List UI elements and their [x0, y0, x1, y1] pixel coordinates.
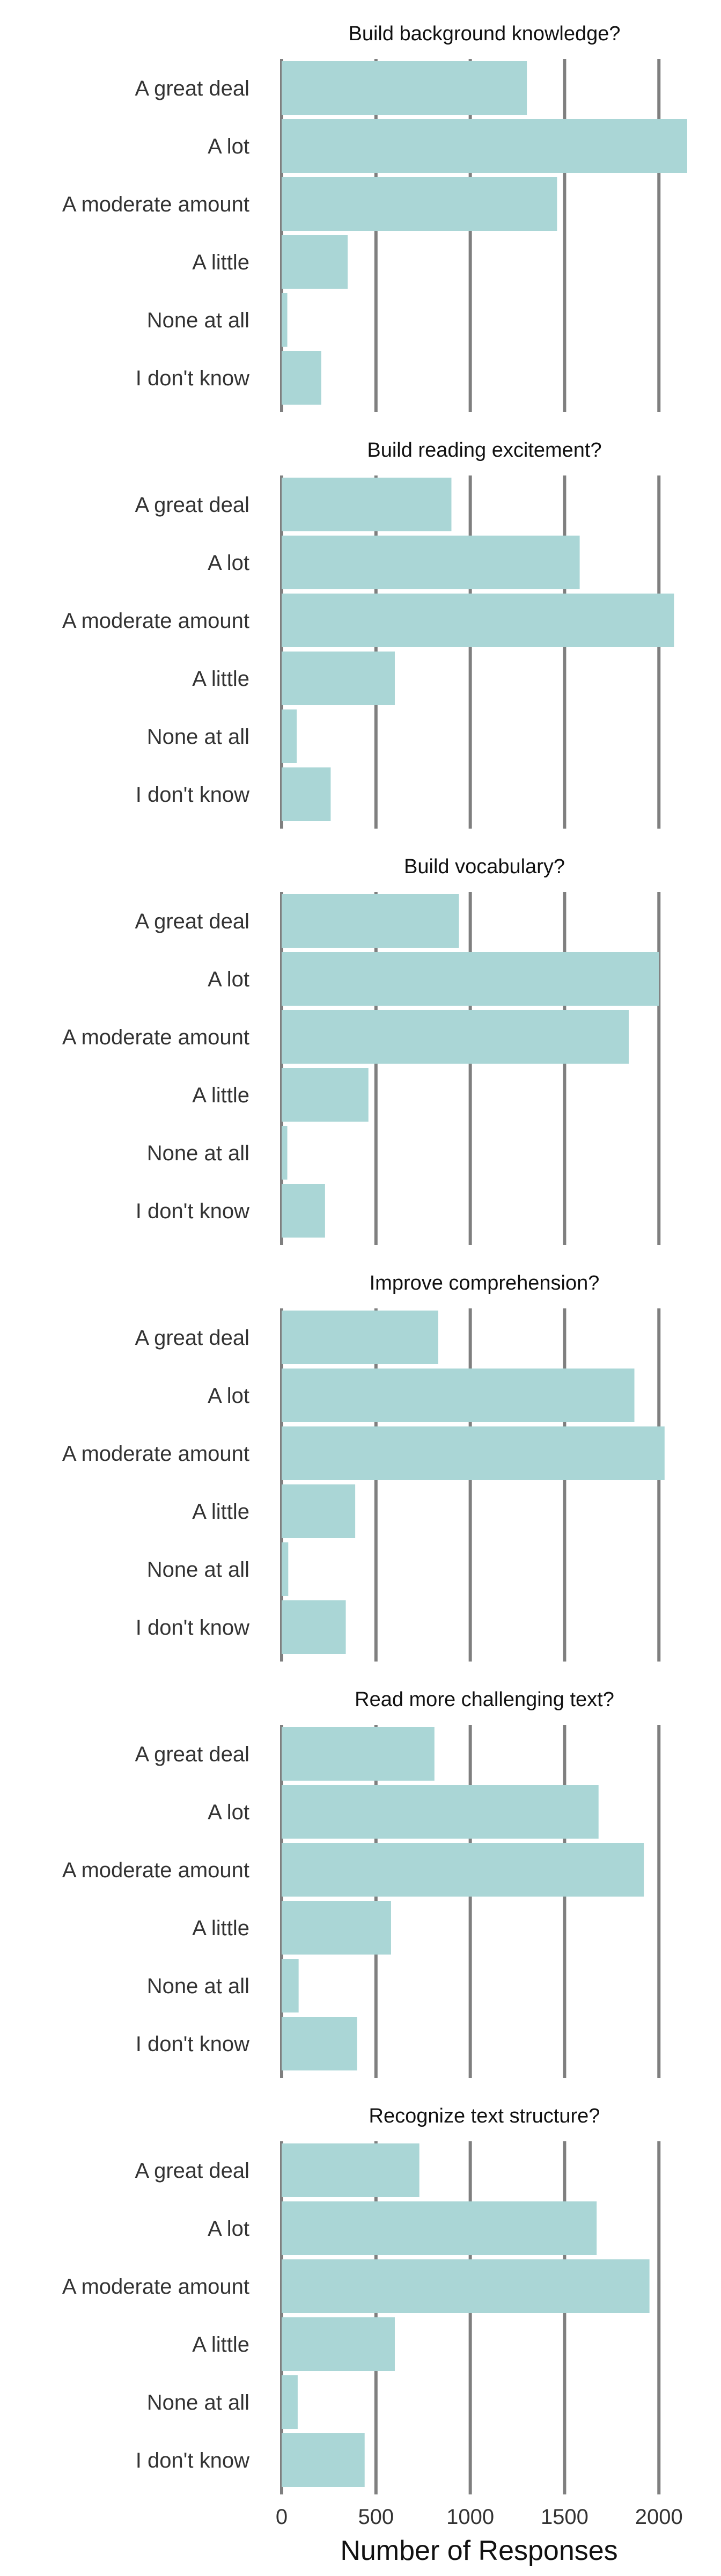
- bar-none-at-all: [282, 1126, 288, 1180]
- bar-a-moderate-amount: [282, 1843, 644, 1897]
- category-label: A great deal: [135, 493, 250, 517]
- category-label: A little: [192, 1916, 249, 1940]
- bar-a-great-deal: [282, 61, 527, 115]
- category-label: I don't know: [136, 783, 249, 807]
- category-label: I don't know: [136, 1616, 249, 1640]
- bar-a-little: [282, 652, 395, 705]
- category-label: A little: [192, 1500, 249, 1524]
- category-label: A lot: [208, 1384, 249, 1408]
- bar-a-little: [282, 1068, 369, 1122]
- bar-a-little: [282, 2317, 395, 2371]
- panel-3: Build vocabulary? A great deal A lot A mode…: [62, 855, 661, 1245]
- bar-a-great-deal: [282, 894, 459, 948]
- x-tick-label: 0: [276, 2505, 288, 2529]
- panel-title: Build vocabulary?: [404, 855, 565, 878]
- category-label: A great deal: [135, 2159, 250, 2183]
- bar-a-great-deal: [282, 1727, 435, 1781]
- bar-i-don-t-know: [282, 1600, 346, 1654]
- bar-none-at-all: [282, 2375, 298, 2429]
- category-label: A moderate amount: [62, 1858, 249, 1882]
- category-label: A great deal: [135, 77, 250, 100]
- x-tick-label: 1000: [446, 2505, 494, 2529]
- bar-a-little: [282, 1484, 356, 1538]
- category-label: I don't know: [136, 2449, 249, 2472]
- bar-a-lot: [282, 1368, 635, 1422]
- panel-title: Improve comprehension?: [370, 1272, 600, 1294]
- panel-4: Improve comprehension? A great deal A lot A…: [62, 1272, 665, 1662]
- panel-title: Read more challenging text?: [355, 1688, 614, 1711]
- category-label: None at all: [147, 1558, 249, 1582]
- bar-a-little: [282, 1901, 391, 1955]
- bar-a-moderate-amount: [282, 2259, 650, 2313]
- x-axis: 0 500 1000 1500 2000: [276, 2505, 683, 2529]
- bar-i-don-t-know: [282, 767, 331, 821]
- category-label: A little: [192, 251, 249, 274]
- bar-a-lot: [282, 119, 687, 173]
- bar-i-don-t-know: [282, 2017, 357, 2070]
- panel-1: Build background knowledge? A great deal A…: [62, 23, 687, 412]
- category-label: A great deal: [135, 1326, 250, 1350]
- x-tick-label: 2000: [635, 2505, 683, 2529]
- bar-none-at-all: [282, 1542, 289, 1596]
- bar-a-moderate-amount: [282, 177, 557, 231]
- panel-5: Read more challenging text? A great deal A…: [62, 1688, 661, 2078]
- bar-a-great-deal: [282, 2143, 420, 2197]
- x-tick-label: 1500: [541, 2505, 588, 2529]
- bar-none-at-all: [282, 293, 288, 347]
- bar-none-at-all: [282, 709, 297, 763]
- category-label: A little: [192, 2333, 249, 2357]
- category-label: A lot: [208, 2217, 249, 2241]
- panel-title: Recognize text structure?: [369, 2105, 600, 2127]
- bar-none-at-all: [282, 1959, 299, 2012]
- category-label: A little: [192, 667, 249, 691]
- bar-i-don-t-know: [282, 351, 321, 405]
- category-label: A great deal: [135, 1743, 250, 1766]
- category-label: A great deal: [135, 910, 250, 933]
- category-label: I don't know: [136, 367, 249, 390]
- panel-title: Build background knowledge?: [348, 23, 620, 45]
- category-label: None at all: [147, 1974, 249, 1998]
- category-label: A lot: [208, 551, 249, 575]
- panel-title: Build reading excitement?: [367, 439, 601, 462]
- category-label: A moderate amount: [62, 193, 249, 216]
- bar-a-little: [282, 235, 348, 289]
- bar-a-moderate-amount: [282, 594, 674, 647]
- category-label: A lot: [208, 135, 249, 158]
- bar-a-great-deal: [282, 1311, 438, 1364]
- panel-2: Build reading excitement? A great deal A l…: [62, 439, 674, 829]
- x-axis-title: Number of Responses: [340, 2535, 617, 2566]
- bar-a-moderate-amount: [282, 1426, 665, 1480]
- category-label: A moderate amount: [62, 1442, 249, 1466]
- category-label: None at all: [147, 725, 249, 749]
- category-label: A moderate amount: [62, 2275, 249, 2299]
- bar-a-lot: [282, 952, 659, 1006]
- category-label: None at all: [147, 2391, 249, 2414]
- bar-a-great-deal: [282, 478, 452, 531]
- category-label: I don't know: [136, 2032, 249, 2056]
- x-tick-label: 500: [358, 2505, 394, 2529]
- bar-i-don-t-know: [282, 2433, 365, 2487]
- panel-6: Recognize text structure? A great deal A l…: [62, 2105, 661, 2494]
- bar-a-lot: [282, 536, 580, 589]
- category-label: I don't know: [136, 1199, 249, 1223]
- panels-layer: Build background knowledge? A great deal A…: [62, 23, 687, 2494]
- category-label: A moderate amount: [62, 609, 249, 633]
- category-label: A lot: [208, 1801, 249, 1824]
- bar-a-lot: [282, 2201, 597, 2255]
- category-label: A lot: [208, 968, 249, 991]
- category-label: None at all: [147, 1141, 249, 1165]
- bar-i-don-t-know: [282, 1184, 325, 1238]
- bar-a-lot: [282, 1785, 599, 1839]
- category-label: A little: [192, 1084, 249, 1107]
- bar-a-moderate-amount: [282, 1010, 629, 1064]
- category-label: A moderate amount: [62, 1026, 249, 1049]
- category-label: None at all: [147, 309, 249, 332]
